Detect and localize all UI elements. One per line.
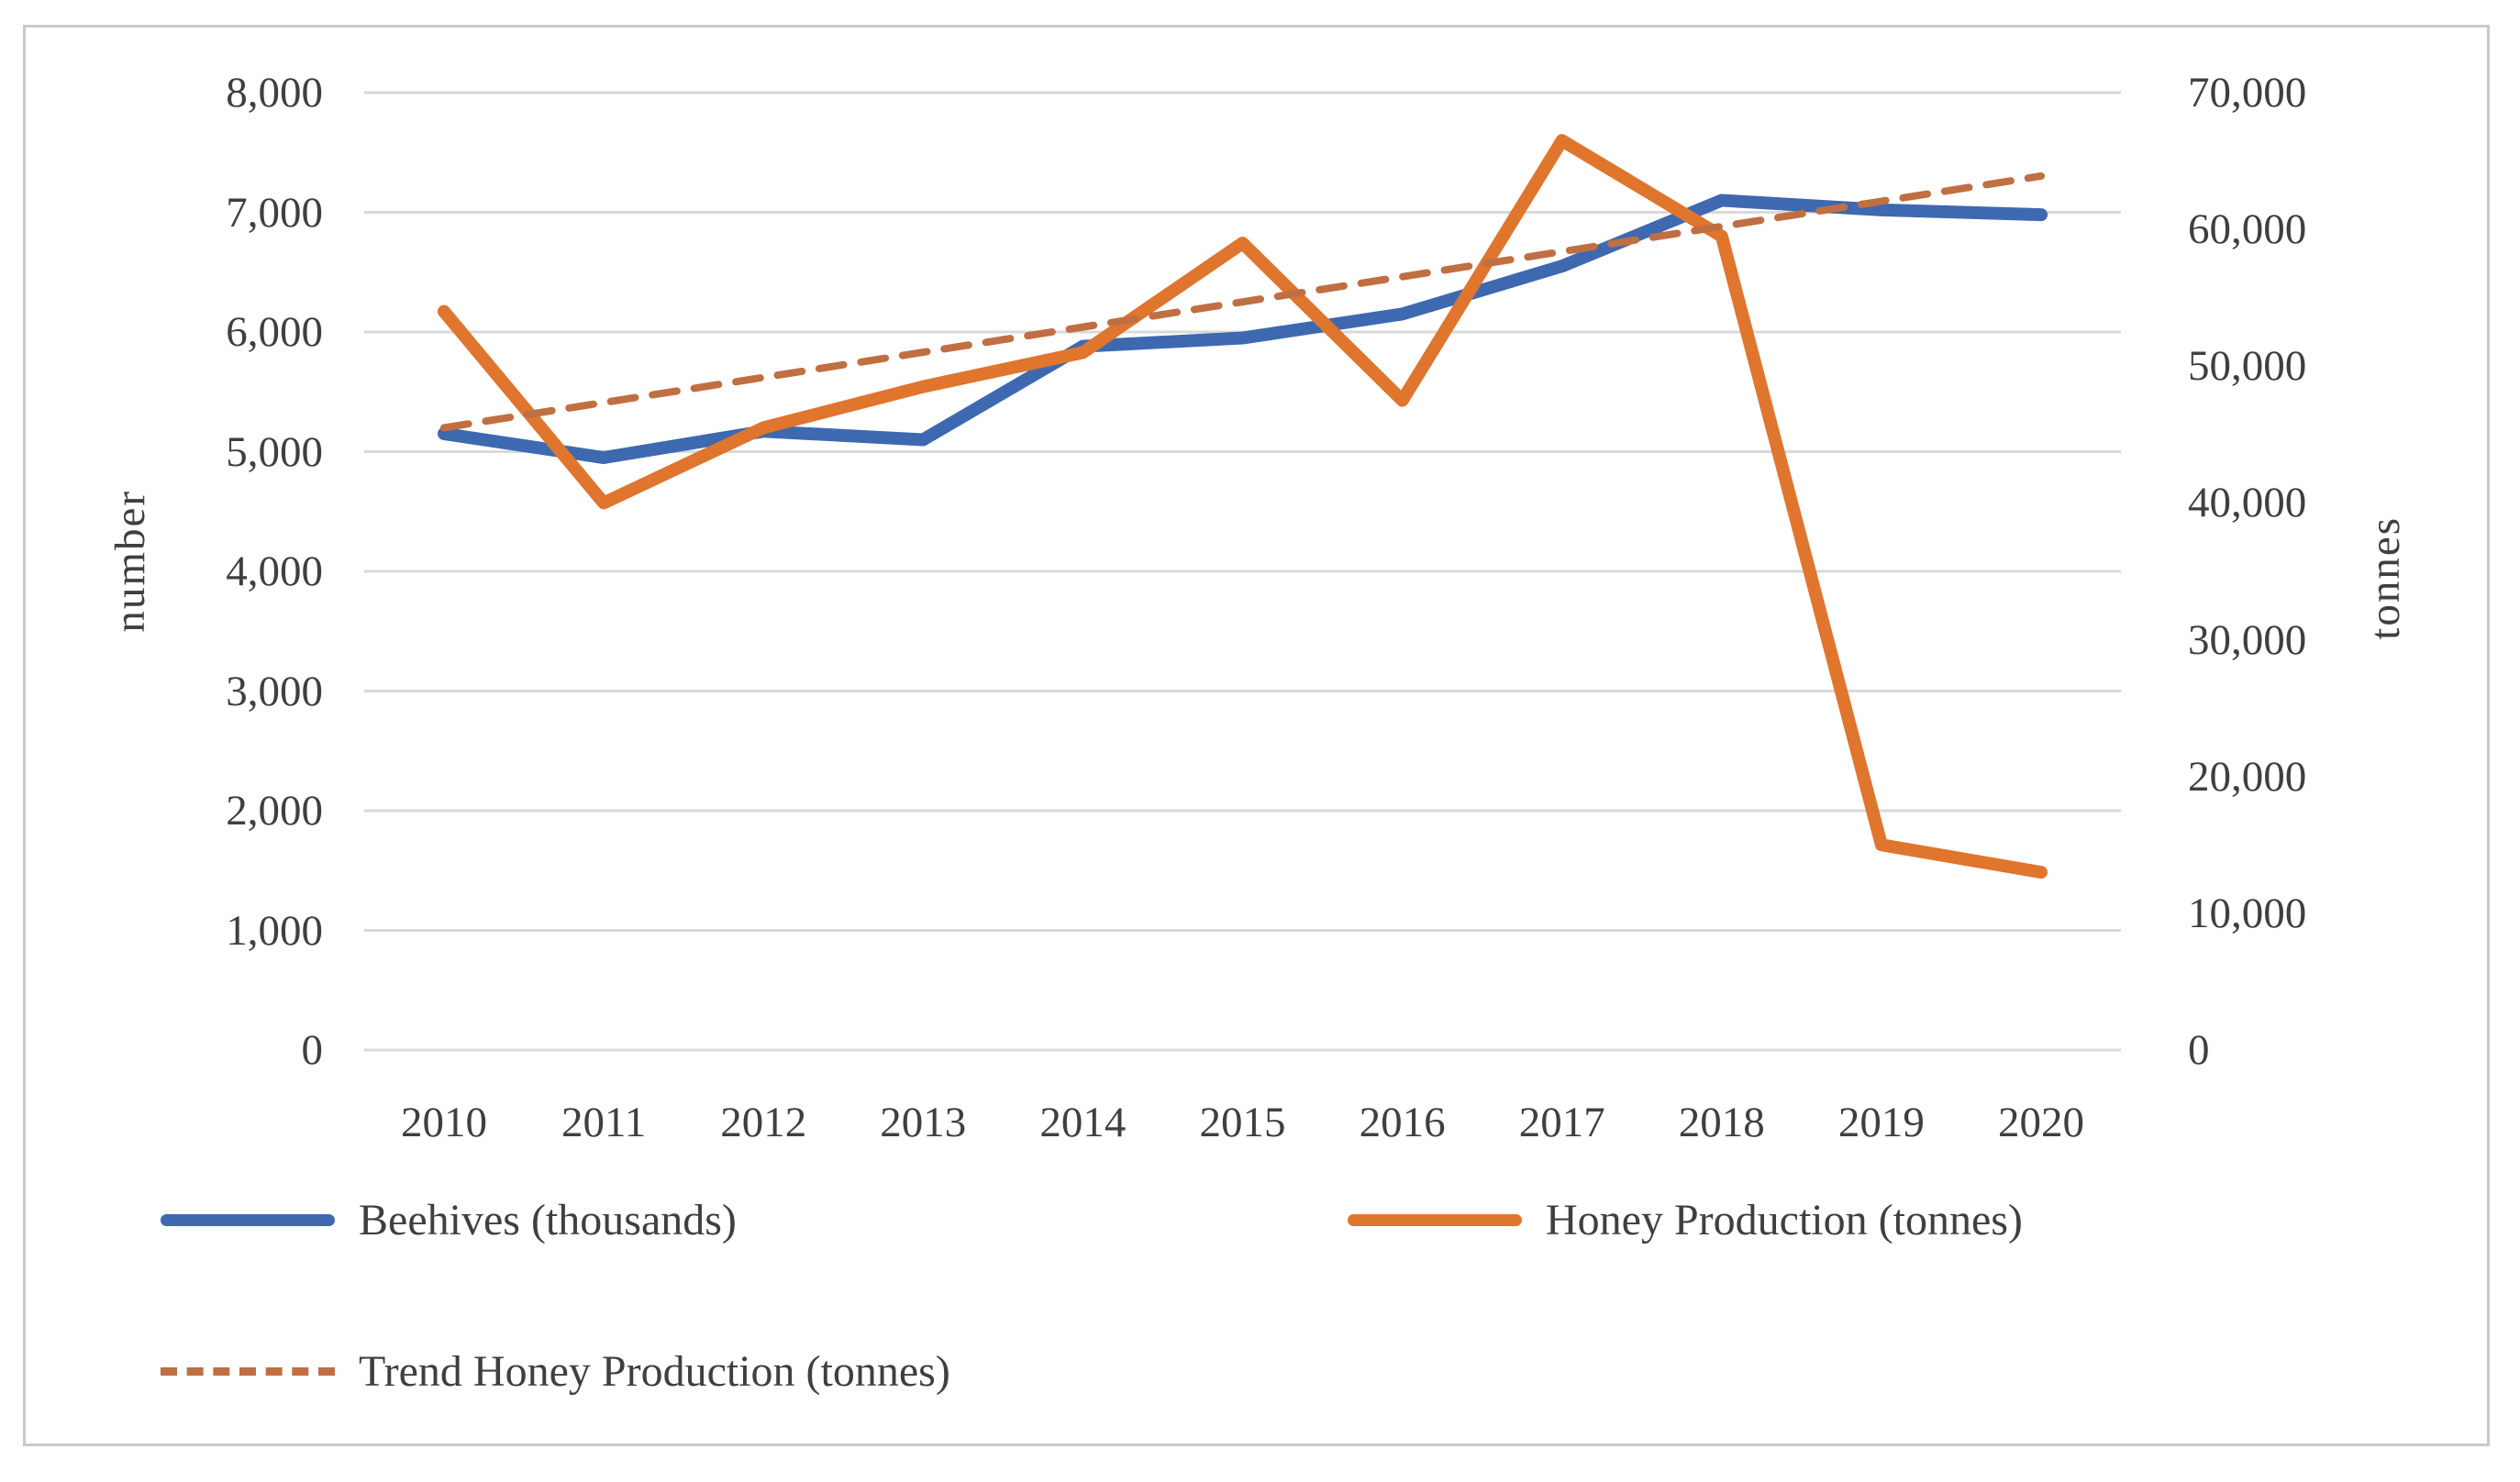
x-axis-tick-label: 2015 — [1199, 1099, 1286, 1146]
right-axis-title: tonnes — [2347, 394, 2424, 761]
series-line-1 — [438, 134, 2048, 879]
right-axis-tick-label: 30,000 — [2188, 615, 2307, 664]
left-axis-tick-label: 7,000 — [226, 188, 323, 237]
left-axis-tick-label: 3,000 — [226, 667, 323, 715]
right-axis-tick-label: 40,000 — [2188, 479, 2307, 527]
x-axis-tick-label: 2018 — [1678, 1099, 1765, 1146]
right-axis-tick-label: 50,000 — [2188, 342, 2307, 391]
legend-label: Trend Honey Production (tonnes) — [359, 1346, 950, 1396]
legend-item-2: Trend Honey Production (tonnes) — [161, 1342, 950, 1400]
legend-label: Honey Production (tonnes) — [1546, 1195, 2023, 1244]
right-axis-tick-label: 70,000 — [2188, 69, 2307, 116]
right-axis-tick-label: 0 — [2188, 1026, 2210, 1074]
left-axis-tick-label: 5,000 — [226, 427, 323, 476]
x-axis-tick-label: 2019 — [1837, 1099, 1925, 1146]
right-axis-tick-label: 20,000 — [2188, 752, 2307, 801]
legend-swatch-dashed-line — [161, 1366, 335, 1376]
legend-item-1: Honey Production (tonnes) — [1348, 1190, 2023, 1249]
x-axis-tick-label: 2017 — [1518, 1099, 1605, 1146]
x-axis-tick-label: 2012 — [720, 1099, 807, 1146]
left-axis-tick-label: 0 — [301, 1026, 324, 1074]
x-axis-tick-label: 2016 — [1359, 1099, 1446, 1146]
legend-swatch-line — [161, 1213, 335, 1226]
x-axis-tick-label: 2010 — [401, 1099, 487, 1146]
left-axis-tick-label: 2,000 — [226, 787, 323, 835]
left-axis-tick-label: 8,000 — [226, 69, 323, 116]
series-line-0 — [438, 194, 2048, 465]
x-axis-tick-label: 2020 — [1998, 1099, 2084, 1146]
legend-item-0: Beehives (thousands) — [161, 1190, 737, 1249]
x-axis-tick-label: 2014 — [1039, 1099, 1127, 1146]
left-axis-tick-label: 1,000 — [226, 906, 323, 955]
legend-swatch-line — [1348, 1213, 1522, 1226]
series-line-2 — [440, 171, 2045, 432]
right-axis-tick-label: 10,000 — [2188, 889, 2307, 937]
right-axis-tick-label: 60,000 — [2188, 205, 2307, 254]
left-axis-tick-label: 4,000 — [226, 547, 323, 595]
x-axis-tick-label: 2013 — [880, 1099, 967, 1146]
left-axis-tick-label: 6,000 — [226, 308, 323, 356]
x-axis-tick-label: 2011 — [561, 1099, 647, 1146]
legend-label: Beehives (thousands) — [359, 1195, 737, 1244]
